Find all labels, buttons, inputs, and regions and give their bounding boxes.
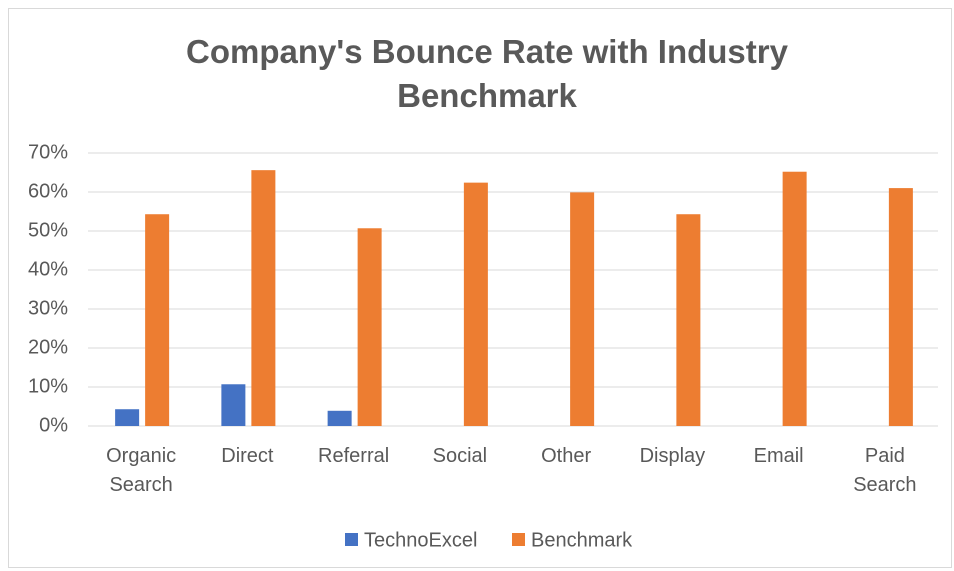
bar [357, 228, 382, 426]
y-tick-label: 10% [28, 375, 68, 397]
x-tick-label: Direct [221, 445, 274, 467]
x-tick-label: Display [639, 445, 706, 467]
x-tick-label: Other [541, 445, 592, 467]
y-tick-label: 50% [28, 219, 68, 241]
bar [251, 170, 276, 426]
legend-swatch [512, 533, 525, 546]
bar [145, 214, 170, 426]
bar [115, 409, 140, 426]
y-tick-label: 0% [39, 414, 68, 436]
bar [463, 182, 488, 426]
x-tick-label: Paid Search [853, 445, 917, 496]
y-tick-label: 40% [28, 258, 68, 280]
y-tick-label: 30% [28, 297, 68, 319]
legend-label: Benchmark [531, 529, 633, 551]
x-tick-label: Organic Search [106, 445, 177, 496]
legend-label: TechnoExcel [364, 529, 477, 551]
chart-frame [8, 8, 952, 568]
y-tick-label: 60% [28, 180, 68, 202]
chart-title: Company's Bounce Rate with Industry Benc… [186, 33, 788, 114]
bar [327, 410, 352, 426]
x-tick-label: Social [432, 445, 488, 467]
bar [570, 192, 595, 426]
bar [888, 188, 913, 426]
bar [782, 171, 807, 426]
x-tick-label: Email [753, 445, 804, 467]
x-tick-label: Referral [318, 445, 390, 467]
bar [676, 214, 701, 426]
legend-swatch [345, 533, 358, 546]
y-tick-label: 70% [28, 141, 68, 163]
y-tick-label: 20% [28, 336, 68, 358]
bar [221, 384, 246, 426]
